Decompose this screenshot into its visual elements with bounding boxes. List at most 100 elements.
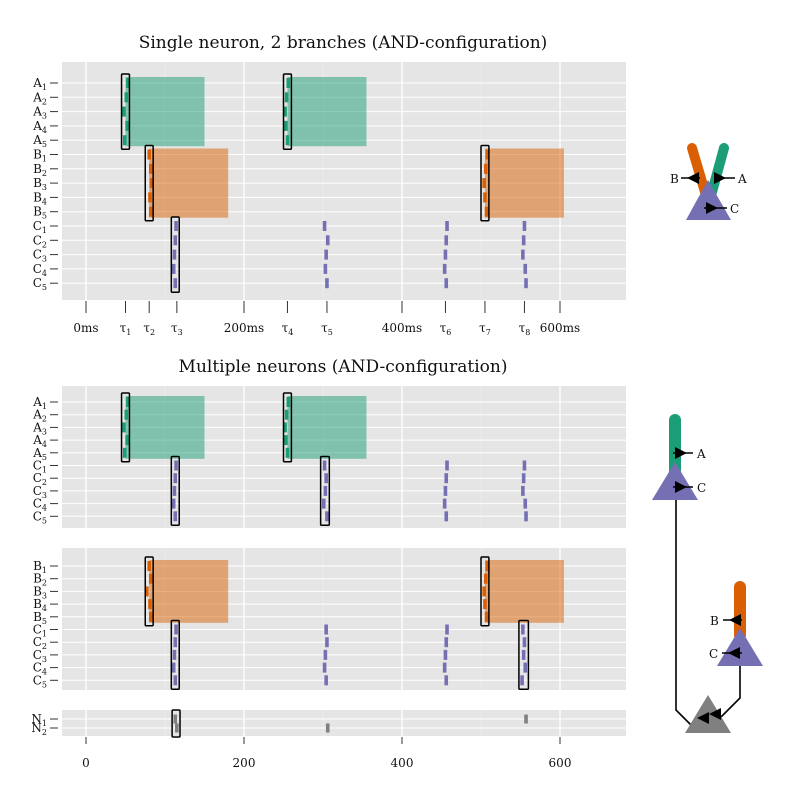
single-x-tick-label-subscript: 5 <box>328 328 333 337</box>
single-row-label-letter: C <box>33 233 42 247</box>
multi-a-row-label-letter: A <box>32 433 42 447</box>
single-spike-b <box>483 192 487 203</box>
multi-a-spike-c <box>173 511 178 522</box>
multi-b-stimulus-region-b <box>484 560 564 623</box>
multi-x-tick-label: 200 <box>233 756 256 770</box>
multi-out-row-label-letter: N <box>31 712 42 726</box>
multi-neuron-diagram: A C B C <box>652 414 763 733</box>
multi-a-row-label-letter: A <box>32 446 42 460</box>
multi-b-spike-c <box>521 624 525 635</box>
single-coincidence-box <box>480 144 490 222</box>
single-spike-b <box>148 206 153 217</box>
multi-b-spike-b <box>148 599 152 610</box>
single-spike-a <box>124 92 129 103</box>
single-x-tick-label-subscript: 6 <box>446 328 451 337</box>
single-row-label-subscript: 2 <box>42 240 47 249</box>
multi-a-spike-c <box>174 460 178 471</box>
multi-a-row-label: A3 <box>32 420 47 436</box>
multi-b-coincidence-box <box>170 619 180 691</box>
label-top-a: A <box>696 447 706 461</box>
multi-b-spike-b <box>148 573 153 584</box>
multi-b-row-label-subscript: 1 <box>42 566 47 575</box>
multi-a-coincidence-box <box>319 455 331 527</box>
multi-a-spike-c <box>523 498 528 509</box>
label-mid-b: B <box>710 614 719 628</box>
single-coincidence-box <box>120 73 131 150</box>
synapse-top-c-arrow-icon <box>675 481 687 493</box>
single-x-tick-label-subscript: 3 <box>178 328 183 337</box>
single-row-label-letter: A <box>32 105 42 119</box>
single-row-label-subscript: 5 <box>42 283 47 292</box>
synapse-top-a-arrow-icon <box>675 447 687 459</box>
multi-b-spike-c <box>324 675 328 686</box>
multi-x-tick-label: 600 <box>549 756 572 770</box>
single-spike-a <box>283 106 287 117</box>
multi-b-row-label: C4 <box>33 661 47 677</box>
single-x-tick-label: 600ms <box>540 321 580 335</box>
multi-b-spike-c <box>322 662 327 673</box>
single-row-label: C1 <box>33 219 47 235</box>
single-x-tick-label-letter: τ <box>143 321 150 335</box>
neuron-c-soma <box>686 180 731 220</box>
single-stimulus-region-a <box>287 77 367 147</box>
synapse-b-arrow-icon <box>687 172 699 184</box>
single-spike-a <box>285 135 290 146</box>
single-row-label-letter: C <box>33 262 42 276</box>
multi-b-spike-c <box>520 675 524 686</box>
single-row-label-subscript: 4 <box>42 197 47 206</box>
multi-a-spike-c <box>321 498 326 509</box>
single-spike-c <box>523 263 528 274</box>
multi-b-row-label-letter: B <box>33 559 42 573</box>
single-x-tick-label-letter: τ <box>321 321 328 335</box>
single-row-label: B3 <box>33 176 47 192</box>
single-x-tick-label-letter: 0ms <box>73 321 98 335</box>
single-row-label-letter: C <box>33 248 42 262</box>
single-x-tick-label: τ1 <box>120 321 132 337</box>
label-c: C <box>730 202 739 216</box>
multi-b-row-label-letter: C <box>33 635 42 649</box>
single-row-label-subscript: 5 <box>42 212 47 221</box>
single-spike-c <box>324 249 328 260</box>
multi-a-spike-c <box>443 485 448 496</box>
branch-a-dendrite <box>707 143 729 197</box>
multi-b-row-label: B5 <box>33 610 47 626</box>
multi-b-coincidence-box <box>518 619 530 691</box>
multi-a-spike-a <box>125 435 129 446</box>
multi-a-coincidence-box <box>282 392 293 463</box>
single-row-label-letter: A <box>32 119 42 133</box>
multi-b-spike-c <box>521 649 526 660</box>
single-row-label: A4 <box>32 119 47 135</box>
single-spike-b <box>482 178 486 189</box>
synapse-mid-c-arrow-icon <box>728 647 740 659</box>
multi-out-background <box>62 710 626 736</box>
single-x-tick-label: τ4 <box>282 321 294 337</box>
label-mid-c: C <box>709 647 718 661</box>
multi-b-row-label-subscript: 4 <box>42 668 47 677</box>
multi-a-row-label-letter: A <box>32 408 42 422</box>
multi-b-row-label: B3 <box>33 584 47 600</box>
single-spike-b <box>147 149 151 160</box>
single-spike-b <box>483 163 488 174</box>
multi-b-spike-b <box>482 586 486 597</box>
single-x-tick-label: τ2 <box>143 321 155 337</box>
single-spike-b <box>485 149 490 160</box>
multi-b-row-label-subscript: 1 <box>42 630 47 639</box>
single-spike-c <box>521 249 525 260</box>
multi-b-spike-c <box>445 624 449 635</box>
multi-b-spike-b <box>484 611 489 622</box>
single-spike-c <box>171 263 176 274</box>
single-spike-c <box>521 235 526 246</box>
single-row-label: A2 <box>32 90 47 106</box>
single-spike-b <box>149 178 154 189</box>
single-row-label: B5 <box>33 205 47 221</box>
single-row-label-letter: A <box>32 76 42 90</box>
multi-a-row-label-subscript: 4 <box>42 504 47 513</box>
multi-a-coincidence-box <box>170 455 180 527</box>
multi-a-row-label: A4 <box>32 433 47 449</box>
single-row-label-letter: B <box>33 148 42 162</box>
multi-a-spike-a <box>124 409 129 420</box>
single-spike-c <box>444 235 449 246</box>
